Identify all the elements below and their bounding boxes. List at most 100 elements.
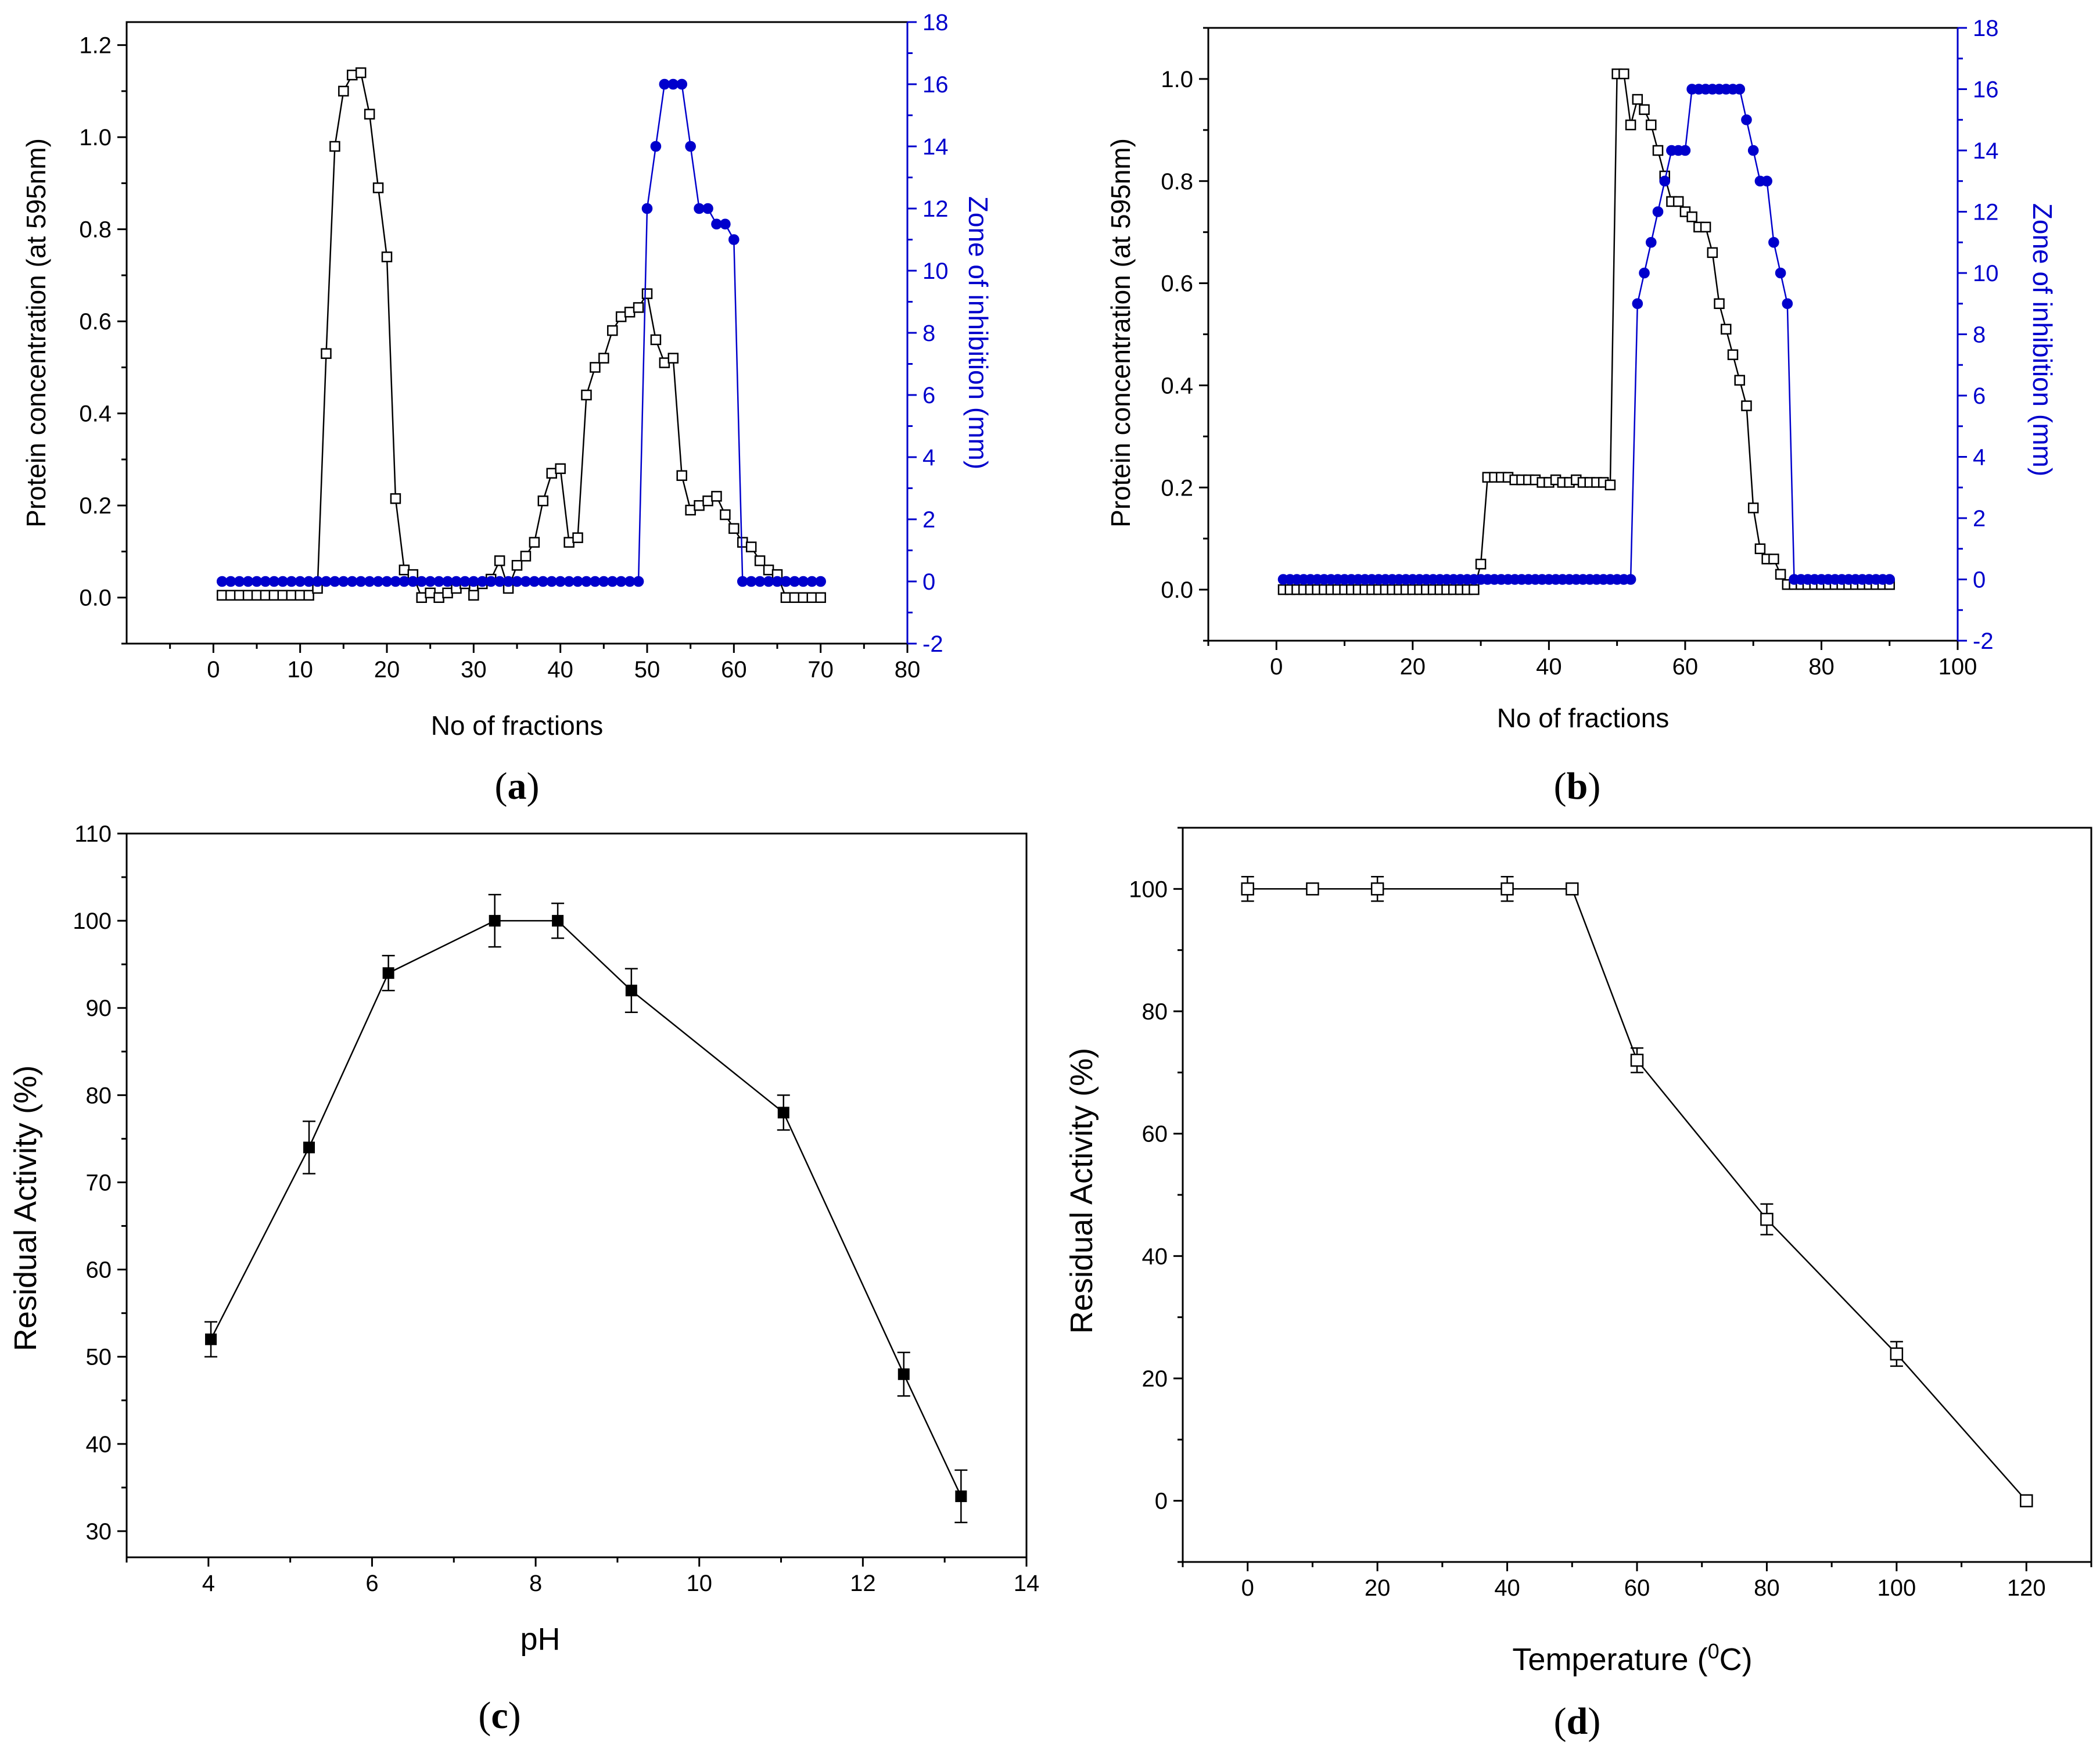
chart-b-y2label: Zone of inhibition (mm) bbox=[2027, 203, 2058, 476]
chart-b-point bbox=[1700, 221, 1711, 233]
chart-b-point-inhibition bbox=[1884, 574, 1896, 585]
chart-b-y2tick-label: 14 bbox=[1973, 138, 1999, 164]
chart-b-ytick-label: 0.8 bbox=[1161, 169, 1193, 195]
chart-d-point bbox=[1370, 882, 1384, 896]
chart-c-ytick-label: 100 bbox=[73, 908, 112, 934]
chart-b-ytick-label: 0.2 bbox=[1161, 475, 1193, 501]
chart-a-point bbox=[737, 537, 748, 548]
chart-a-xtick-label: 0 bbox=[207, 657, 220, 683]
chart-b-xtick-label: 80 bbox=[1808, 654, 1835, 680]
chart-d-ytick-label: 20 bbox=[1142, 1366, 1168, 1392]
chart-b-point-inhibition bbox=[1775, 267, 1786, 279]
chart-d-panel-letter: d bbox=[1567, 1700, 1588, 1743]
chart-b-xlabel: No of fractions bbox=[1497, 703, 1670, 733]
chart-b-point-inhibition bbox=[1625, 574, 1636, 585]
chart-d-xlabel-main: Temperature ( bbox=[1512, 1642, 1707, 1677]
chart-d-xlabel-sup: 0 bbox=[1708, 1639, 1720, 1663]
chart-a-ytick-label: 1.0 bbox=[79, 125, 112, 150]
chart-a-point bbox=[537, 495, 549, 507]
chart-b-ytick-label: 0.4 bbox=[1161, 373, 1193, 398]
chart-c-xtick-label: 10 bbox=[686, 1571, 712, 1596]
chart-b-point-inhibition bbox=[1747, 145, 1759, 156]
chart-a-xlabel: No of fractions bbox=[431, 710, 604, 741]
chart-b-ytick-label: 0.0 bbox=[1161, 577, 1193, 603]
chart-a-point bbox=[720, 509, 731, 520]
chart-b-y2tick-label: 4 bbox=[1973, 445, 1986, 471]
chart-a-point bbox=[563, 537, 575, 548]
chart-b-point-inhibition bbox=[1734, 84, 1746, 95]
chart-d-xtick-label: 100 bbox=[1877, 1575, 1916, 1601]
chart-a-point bbox=[355, 67, 367, 78]
chart-b-y2tick-label: 8 bbox=[1973, 322, 1986, 348]
chart-d-point bbox=[1500, 882, 1514, 896]
chart-c-xlabel: pH bbox=[520, 1622, 560, 1657]
chart-a-point bbox=[286, 590, 297, 601]
chart-b-y2tick-label: 18 bbox=[1973, 16, 1999, 41]
chart-b-point-inhibition bbox=[1639, 267, 1650, 279]
chart-b-point bbox=[1625, 119, 1636, 131]
chart-c-xtick-label: 14 bbox=[1014, 1571, 1040, 1596]
chart-b-y2tick-label: 12 bbox=[1973, 200, 1999, 225]
chart-b-point-inhibition bbox=[1761, 175, 1772, 187]
chart-a-point bbox=[277, 590, 289, 601]
chart-a-point bbox=[234, 590, 245, 601]
chart-a-xtick-label: 20 bbox=[374, 657, 400, 683]
chart-a-point bbox=[520, 551, 532, 562]
chart-d-point bbox=[1760, 1212, 1774, 1226]
chart-a-point bbox=[815, 592, 826, 603]
chart-a-xtick-label: 60 bbox=[721, 657, 747, 683]
chart-c-ytick-label: 80 bbox=[86, 1083, 112, 1108]
chart-c-ytick-label: 70 bbox=[86, 1170, 112, 1195]
chart-a-point bbox=[598, 353, 609, 364]
chart-a-ytick-label: 0.0 bbox=[79, 586, 112, 611]
chart-b-y2tick-label: -2 bbox=[1973, 629, 1994, 654]
chart-a-point bbox=[242, 590, 254, 601]
chart-c-xtick-label: 12 bbox=[850, 1571, 876, 1596]
chart-d-ytick-label: 80 bbox=[1142, 999, 1168, 1025]
chart-c-panel-letter: c bbox=[491, 1694, 508, 1737]
chart-b-point-inhibition bbox=[1652, 206, 1664, 217]
chart-d-xtick-label: 0 bbox=[1241, 1575, 1254, 1601]
chart-b-marks: 0 20 40 60 80 100 0.0 0.2 0.4 0.6 0.8 1.0 -2 0 2 4 6 8 10 1… bbox=[1161, 16, 1998, 680]
chart-c-ylabel: Residual Activity (%) bbox=[8, 1065, 43, 1351]
chart-c-ytick-label: 60 bbox=[86, 1258, 112, 1283]
chart-b-y2tick-label: 6 bbox=[1973, 383, 1986, 409]
chart-b-point bbox=[1721, 324, 1732, 335]
chart-a-point bbox=[347, 69, 358, 81]
chart-a-point bbox=[425, 587, 436, 599]
chart-a-panel-letter: a bbox=[508, 765, 527, 807]
chart-b-point-inhibition bbox=[1645, 236, 1657, 248]
chart-a-point bbox=[303, 590, 314, 601]
chart-d-xtick-label: 120 bbox=[2007, 1575, 2046, 1601]
chart-a-point bbox=[555, 463, 566, 475]
chart-b-point bbox=[1469, 584, 1480, 595]
chart-b-point bbox=[1672, 196, 1684, 207]
chart-c-xtick-label: 4 bbox=[202, 1571, 215, 1596]
chart-panel-c: 4 6 8 10 12 14 30 40 50 60 70 80 90 100 110 pH Residua… bbox=[8, 821, 1039, 1737]
chart-c-point bbox=[489, 915, 501, 927]
chart-d-marks: 0 20 40 60 80 100 120 0 20 40 60 80 100 bbox=[1129, 827, 2092, 1601]
chart-b-point bbox=[1639, 104, 1650, 115]
chart-a-point bbox=[581, 389, 592, 401]
chart-b-point bbox=[1475, 558, 1487, 570]
chart-b-point bbox=[1604, 479, 1616, 491]
chart-a-point-inhibition bbox=[633, 576, 644, 587]
chart-c-ytick-label: 30 bbox=[86, 1519, 112, 1545]
chart-a-point bbox=[225, 590, 236, 601]
chart-a-point bbox=[607, 325, 618, 336]
chart-d-ytick-label: 60 bbox=[1142, 1122, 1168, 1147]
chart-b-point bbox=[1754, 543, 1766, 554]
chart-a-y2tick-label: -2 bbox=[922, 631, 943, 657]
chart-a-point bbox=[650, 334, 662, 346]
chart-a-ytick-label: 1.2 bbox=[79, 33, 112, 59]
chart-d-xtick-label: 40 bbox=[1494, 1575, 1520, 1601]
chart-a-point-inhibition bbox=[815, 576, 826, 587]
chart-b-xtick-label: 0 bbox=[1270, 654, 1283, 680]
chart-c-xtick-label: 8 bbox=[529, 1571, 542, 1596]
chart-a-point bbox=[806, 592, 817, 603]
chart-c-point bbox=[898, 1368, 910, 1380]
chart-a-point bbox=[590, 362, 601, 373]
chart-d-point bbox=[1630, 1054, 1644, 1067]
chart-b-point-inhibition bbox=[1782, 298, 1793, 310]
